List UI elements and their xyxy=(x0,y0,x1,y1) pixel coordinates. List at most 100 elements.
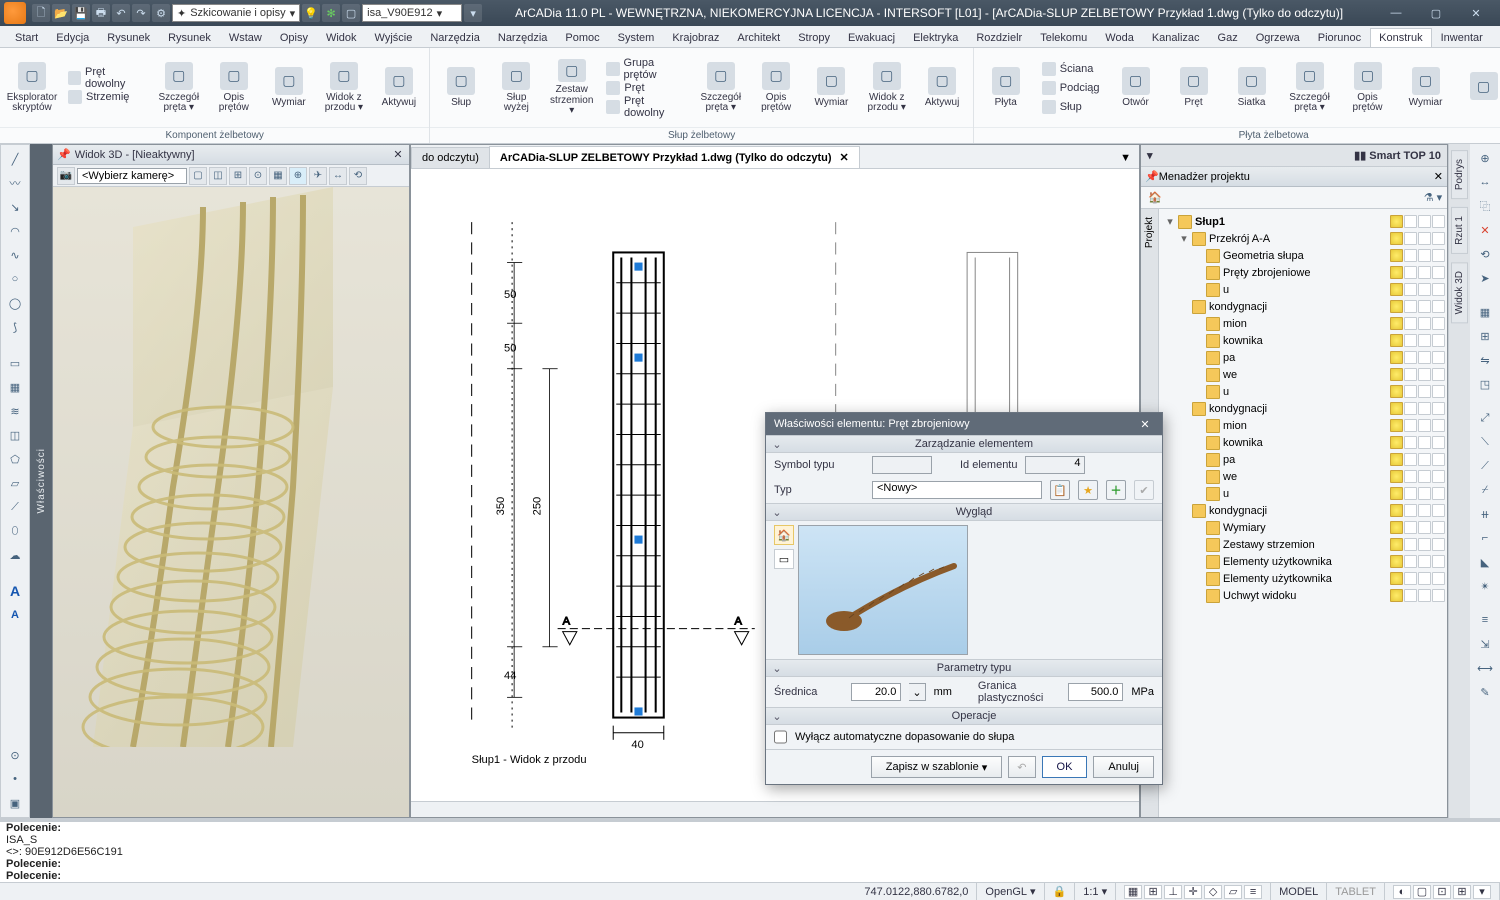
qat-save-icon[interactable]: 💾 xyxy=(72,4,90,22)
tree-node[interactable]: u xyxy=(1161,485,1445,502)
tab-close-icon[interactable]: ✕ xyxy=(840,152,849,164)
ribbon-button[interactable]: ▢Aktywuj xyxy=(374,58,423,118)
tree-node-badges[interactable] xyxy=(1390,351,1445,364)
menu-tab[interactable]: Gaz xyxy=(1209,28,1247,47)
tool-cloud-icon[interactable]: ☁ xyxy=(5,545,25,565)
menu-tab[interactable]: Edycja xyxy=(47,28,98,47)
tree-node[interactable]: Zestawy strzemion xyxy=(1161,536,1445,553)
tree-node-badges[interactable] xyxy=(1390,487,1445,500)
rtool-join-icon[interactable]: ⧺ xyxy=(1475,504,1495,524)
dialog-section-management[interactable]: ⌄Zarządzanie elementem xyxy=(766,435,1162,453)
rtool-stretch-icon[interactable]: ⇲ xyxy=(1475,634,1495,654)
ribbon-button[interactable]: ▢Pręt xyxy=(1168,58,1220,118)
tree-node[interactable]: kownika xyxy=(1161,434,1445,451)
tool-text-big-icon[interactable]: A xyxy=(5,581,25,601)
rtool-delete-icon[interactable]: ✕ xyxy=(1475,220,1495,240)
menu-tab[interactable]: Woda xyxy=(1096,28,1143,47)
menu-tab[interactable]: Rysunek xyxy=(98,28,159,47)
menu-tab[interactable]: Narzędzia xyxy=(421,28,489,47)
ribbon-button[interactable]: ▢Szczegół pręta ▾ xyxy=(1284,58,1336,118)
view3d-canvas[interactable] xyxy=(53,187,409,817)
ribbon-button[interactable]: ▢Wymiar xyxy=(807,58,856,118)
menu-tab[interactable]: Krajobraz xyxy=(663,28,728,47)
tree-node[interactable]: kondygnacji xyxy=(1161,298,1445,315)
cmd-prompt[interactable]: Polecenie: xyxy=(6,870,1494,882)
menu-tab[interactable]: System xyxy=(609,28,664,47)
ribbon-button[interactable]: ▢Widok z przodu ▾ xyxy=(862,58,911,118)
preview-tab-3d-icon[interactable]: 🏠 xyxy=(774,525,794,545)
qat-sun-icon[interactable]: ✻ xyxy=(322,4,340,22)
menu-tab[interactable]: Rozdzielr xyxy=(967,28,1031,47)
rtool-align-icon[interactable]: ≡ xyxy=(1475,610,1495,630)
rtool-array-icon[interactable]: ⊞ xyxy=(1475,326,1495,346)
menu-tab[interactable]: Piorunoc xyxy=(1309,28,1370,47)
qat-open-icon[interactable]: 📂 xyxy=(52,4,70,22)
status-polar-toggle[interactable]: ✛ xyxy=(1184,885,1202,899)
type-check-icon[interactable]: ✔ xyxy=(1134,480,1154,500)
status-otrack-toggle[interactable]: ▱ xyxy=(1224,885,1242,899)
tree-node-badges[interactable] xyxy=(1390,453,1445,466)
rtool-explode-icon[interactable]: ✴ xyxy=(1475,576,1495,596)
tree-node-badges[interactable] xyxy=(1390,538,1445,551)
dialog-section-appearance[interactable]: ⌄Wygląd xyxy=(766,503,1162,521)
ribbon-small-button[interactable]: Słup xyxy=(1038,98,1104,116)
tree-node[interactable]: u xyxy=(1161,281,1445,298)
close-button[interactable]: ✕ xyxy=(1456,0,1496,26)
view3d-btn8[interactable]: ↔ xyxy=(329,167,347,185)
ribbon-small-button[interactable]: Pręt dowolny xyxy=(602,98,690,116)
status-osnap-toggle[interactable]: ◇ xyxy=(1204,885,1222,899)
tree-node-badges[interactable] xyxy=(1390,266,1445,279)
tree-node[interactable]: Uchwyt widoku xyxy=(1161,587,1445,604)
ok-button[interactable]: OK xyxy=(1042,756,1088,778)
tree-node[interactable]: we xyxy=(1161,366,1445,383)
view3d-btn7[interactable]: ✈ xyxy=(309,167,327,185)
tool-ellipse-icon[interactable]: ◯ xyxy=(5,293,25,313)
ribbon-button[interactable]: ▢Szczegół pręta ▾ xyxy=(154,58,203,118)
ribbon-button[interactable]: ▢Słup xyxy=(436,58,485,118)
projmgr-tree[interactable]: ▾Słup1▾Przekrój A-AGeometria słupaPręty … xyxy=(1159,209,1447,817)
tree-node[interactable]: Pręty zbrojeniowe xyxy=(1161,264,1445,281)
symbol-input[interactable] xyxy=(872,456,932,474)
document-tab[interactable]: ArCADia-SLUP ZELBETOWY Przykład 1.dwg (T… xyxy=(489,146,860,168)
status-extra1[interactable]: ◐ xyxy=(1393,885,1411,899)
dialog-titlebar[interactable]: Właściwości elementu: Pręt zbrojeniowy ✕ xyxy=(766,413,1162,435)
diameter-input[interactable] xyxy=(851,683,901,701)
rtool-extend-icon[interactable]: ⟋ xyxy=(1475,456,1495,476)
menu-tab[interactable]: Wstaw xyxy=(220,28,271,47)
status-scale[interactable]: 1:1 ▾ xyxy=(1075,883,1116,900)
tree-node-badges[interactable] xyxy=(1390,334,1445,347)
qat-redo-icon[interactable]: ↷ xyxy=(132,4,150,22)
preview-tab-2d-icon[interactable]: ▭ xyxy=(774,549,794,569)
rtool-scale-icon[interactable]: ⤢ xyxy=(1475,408,1495,428)
drawing-hscrollbar[interactable] xyxy=(411,801,1139,817)
document-tab[interactable]: do odczytu) xyxy=(411,147,490,168)
rtool-lengthen-icon[interactable]: ⟷ xyxy=(1475,658,1495,678)
tool-rect-icon[interactable]: ▭ xyxy=(5,353,25,373)
rtool-mirror-icon[interactable]: ⇋ xyxy=(1475,350,1495,370)
tree-node-badges[interactable] xyxy=(1390,300,1445,313)
status-extra4[interactable]: ⊞ xyxy=(1453,885,1471,899)
ribbon-small-button[interactable]: Pręt dowolny xyxy=(64,69,148,87)
tool-snap-icon[interactable]: ⊙ xyxy=(5,745,25,765)
tool-circle-icon[interactable]: ○ xyxy=(5,269,25,289)
tool-text-small-icon[interactable]: A xyxy=(5,605,25,625)
qat-print-icon[interactable]: 🖶 xyxy=(92,4,110,22)
tree-node-badges[interactable] xyxy=(1390,572,1445,585)
qat-layer-icon[interactable]: ▢ xyxy=(342,4,360,22)
ribbon-button[interactable]: ▢Szczegół pręta ▾ xyxy=(696,58,745,118)
tree-node[interactable]: pa xyxy=(1161,451,1445,468)
tree-node[interactable]: ▾Przekrój A-A xyxy=(1161,230,1445,247)
menu-tab[interactable]: Pomoc xyxy=(556,28,608,47)
ribbon-button[interactable]: ▢Wymiar xyxy=(264,58,313,118)
cancel-button[interactable]: Anuluj xyxy=(1093,756,1154,778)
ribbon-button[interactable]: ▢Zestaw strzemion ▾ xyxy=(547,58,596,118)
tree-node[interactable]: ▾Słup1 xyxy=(1161,213,1445,230)
view3d-pin-icon[interactable]: 📌 xyxy=(57,148,71,161)
view3d-btn2[interactable]: ◫ xyxy=(209,167,227,185)
tree-node-badges[interactable] xyxy=(1390,215,1445,228)
tree-node[interactable]: Elementy użytkownika xyxy=(1161,553,1445,570)
menu-tab[interactable]: Elektryka xyxy=(904,28,967,47)
type-btn2-icon[interactable]: ★ xyxy=(1078,480,1098,500)
ribbon-small-button[interactable]: Podciąg xyxy=(1038,79,1104,97)
view3d-camera-icon[interactable]: 📷 xyxy=(57,167,75,185)
